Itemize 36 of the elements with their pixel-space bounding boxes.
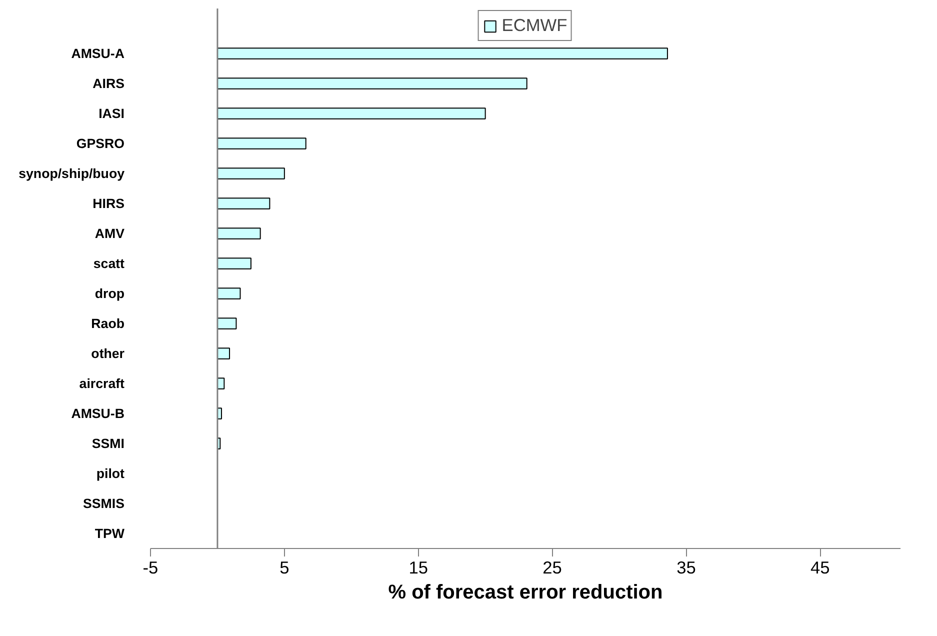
bar (216, 168, 285, 180)
y-tick-label: GPSRO (76, 136, 124, 151)
bar (216, 198, 270, 210)
bar (216, 78, 528, 90)
bar (216, 318, 237, 330)
y-tick-label: drop (94, 286, 125, 301)
y-tick-label: SSMI (92, 436, 125, 451)
bar (216, 348, 230, 360)
y-tick-label: Raob (91, 316, 125, 331)
x-tick-label: 35 (676, 558, 696, 578)
y-tick-label: AMSU-B (71, 406, 125, 421)
x-axis-title: % of forecast error reduction (388, 582, 663, 604)
bar (216, 288, 241, 300)
y-tick-label: HIRS (92, 196, 125, 211)
bar (216, 228, 261, 240)
y-tick-label: aircraft (79, 376, 126, 391)
x-tick-label: 5 (280, 558, 290, 578)
y-tick-label: AMSU-A (71, 46, 125, 61)
y-tick-label: pilot (96, 466, 126, 481)
y-tick-label: scatt (93, 256, 126, 271)
bar (216, 48, 668, 60)
y-tick-label: TPW (94, 526, 125, 541)
y-tick-label: AIRS (92, 76, 125, 91)
bar (216, 258, 252, 270)
y-tick-label: IASI (98, 106, 124, 121)
y-tick-label: AMV (94, 226, 125, 241)
bar (216, 138, 306, 150)
legend-label: ECMWF (502, 15, 568, 36)
y-tick-label: SSMIS (83, 496, 125, 511)
x-tick-label: 25 (542, 558, 562, 578)
x-tick-label: 15 (408, 558, 428, 578)
x-tick-label: 45 (810, 558, 830, 578)
y-tick-label: synop/ship/buoy (18, 166, 126, 181)
x-tick-label: -5 (142, 558, 158, 578)
bar (216, 108, 486, 120)
y-tick-label: other (91, 346, 125, 361)
